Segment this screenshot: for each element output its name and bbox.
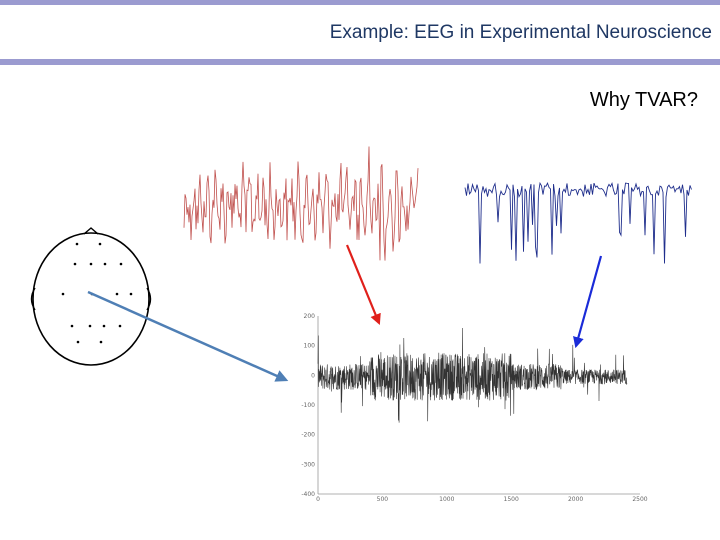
title-underline-bar: [0, 59, 720, 65]
slide-title: Example: EEG in Experimental Neuroscienc…: [329, 22, 712, 43]
x-tick-label: 0: [316, 496, 320, 503]
y-tick-label: -400: [301, 491, 315, 498]
right-ear: [146, 287, 152, 311]
y-tick-label: -100: [301, 402, 315, 409]
electrode-dot: [70, 324, 74, 328]
chart-x-ticks: 0 500 1000 1500 2000 2500: [316, 496, 648, 503]
slide-subtitle: Why TVAR?: [589, 89, 698, 111]
eeg-head-map: [30, 227, 152, 366]
electrode-dot: [76, 340, 80, 344]
red-eeg-trace: [183, 146, 419, 261]
electrode-dot: [73, 262, 77, 266]
electrode-dot: [61, 292, 65, 296]
electrode-dot: [115, 292, 119, 296]
y-tick-label: -300: [301, 461, 315, 468]
y-tick-label: 200: [304, 313, 316, 320]
blue-eeg-trace: [464, 181, 692, 264]
y-tick-label: 0: [311, 372, 315, 379]
electrode-dot: [75, 242, 79, 246]
top-accent-bar: [0, 0, 720, 5]
electrode-arrow: [87, 290, 289, 382]
x-tick-label: 1000: [439, 496, 454, 503]
blue-arrow: [573, 255, 603, 349]
electrode-dot: [119, 262, 123, 266]
left-ear: [30, 287, 36, 311]
x-tick-label: 500: [377, 496, 389, 503]
electrode-dot: [129, 292, 133, 296]
x-tick-label: 2500: [632, 496, 647, 503]
y-tick-label: 100: [304, 343, 316, 350]
y-tick-label: -200: [301, 432, 315, 439]
electrode-dot: [118, 324, 122, 328]
electrode-dot: [103, 262, 107, 266]
nose: [83, 227, 99, 235]
electrode-dot: [98, 242, 102, 246]
red-arrow: [345, 244, 381, 326]
electrode-dot: [99, 340, 103, 344]
electrode-dot: [89, 262, 93, 266]
main-eeg-series: [317, 327, 628, 423]
chart-y-ticks: 200 100 0 -100 -200 -300 -400: [301, 313, 315, 498]
x-tick-label: 2000: [568, 496, 583, 503]
electrode-dot: [88, 324, 92, 328]
electrode-dots: [61, 242, 133, 344]
x-tick-label: 1500: [504, 496, 519, 503]
head-outline: [32, 232, 150, 366]
electrode-dot: [102, 324, 106, 328]
